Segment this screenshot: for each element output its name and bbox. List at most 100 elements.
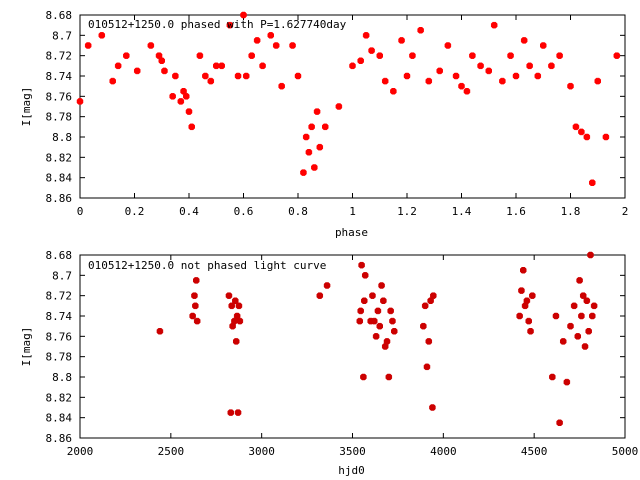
data-point xyxy=(289,42,296,49)
data-point xyxy=(376,52,383,59)
data-point xyxy=(156,328,164,335)
data-point xyxy=(409,52,416,59)
x-tick-label: 0 xyxy=(77,205,84,218)
data-point xyxy=(463,88,471,95)
data-point xyxy=(278,82,285,90)
data-point xyxy=(570,302,578,310)
data-point xyxy=(234,409,242,416)
data-point xyxy=(349,62,356,70)
x-tick-label: 1.2 xyxy=(397,205,417,218)
data-point xyxy=(193,277,200,284)
data-point xyxy=(185,108,193,115)
y-tick-label: 8.68 xyxy=(46,9,73,22)
data-point xyxy=(578,128,585,136)
data-point xyxy=(192,302,199,310)
data-point xyxy=(158,57,165,64)
data-point xyxy=(578,312,585,320)
data-point xyxy=(372,333,380,340)
x-tick-label: 5000 xyxy=(612,445,639,458)
data-point xyxy=(316,143,324,151)
data-point xyxy=(361,272,369,279)
data-point xyxy=(227,409,235,416)
x-tick-label: 0.4 xyxy=(179,205,199,218)
data-point xyxy=(361,297,368,304)
x-tick-label: 1.4 xyxy=(452,205,472,218)
data-point xyxy=(507,52,514,59)
y-tick-label: 8.82 xyxy=(46,391,73,404)
data-point xyxy=(520,267,527,274)
data-point xyxy=(529,292,536,299)
y-tick-label: 8.78 xyxy=(46,111,73,124)
data-point xyxy=(267,32,274,39)
data-point xyxy=(374,307,382,315)
data-point xyxy=(576,277,583,284)
y-tick-label: 8.68 xyxy=(46,249,73,262)
data-point xyxy=(579,292,587,299)
data-point xyxy=(590,302,598,310)
data-point xyxy=(226,21,234,29)
data-point xyxy=(423,363,431,371)
y-tick-label: 8.8 xyxy=(52,131,72,144)
data-point xyxy=(305,149,313,156)
y-tick-label: 8.84 xyxy=(46,172,73,185)
x-tick-label: 4500 xyxy=(521,445,548,458)
data-point xyxy=(583,297,591,304)
data-point xyxy=(213,62,220,70)
data-point xyxy=(525,317,532,325)
data-point xyxy=(534,72,542,80)
data-point xyxy=(308,123,315,131)
x-tick-label: 4000 xyxy=(430,445,457,458)
data-point xyxy=(581,343,589,350)
data-point xyxy=(357,57,364,64)
data-point xyxy=(155,52,163,59)
data-point xyxy=(385,373,393,381)
data-point xyxy=(233,312,241,320)
data-point xyxy=(248,52,255,59)
data-point xyxy=(335,103,343,110)
data-point xyxy=(430,292,437,299)
data-point xyxy=(458,82,465,90)
y-tick-label: 8.7 xyxy=(52,29,72,42)
y-axis-label: I[mag] xyxy=(20,327,33,367)
data-point xyxy=(556,419,563,426)
y-tick-label: 8.78 xyxy=(46,351,73,364)
x-tick-label: 1.8 xyxy=(561,205,581,218)
data-point xyxy=(425,338,433,345)
data-point xyxy=(540,42,547,49)
data-point xyxy=(109,77,116,85)
y-tick-label: 8.8 xyxy=(52,371,72,384)
data-point xyxy=(452,72,460,80)
data-point xyxy=(523,297,531,304)
data-point xyxy=(469,52,476,59)
data-point xyxy=(313,108,321,115)
data-point xyxy=(420,322,427,330)
data-point xyxy=(477,62,484,70)
data-point xyxy=(387,307,394,315)
data-point xyxy=(228,302,235,310)
data-point xyxy=(587,251,594,259)
data-point xyxy=(391,328,398,335)
data-point xyxy=(516,312,523,320)
data-point xyxy=(114,62,122,70)
data-point xyxy=(559,338,567,345)
data-point xyxy=(444,42,452,49)
data-point xyxy=(177,98,185,105)
y-tick-label: 8.86 xyxy=(46,192,73,205)
data-point xyxy=(240,11,247,19)
y-tick-label: 8.84 xyxy=(46,412,73,425)
data-point xyxy=(259,62,266,70)
data-point xyxy=(585,328,592,335)
data-point xyxy=(357,307,364,315)
data-point xyxy=(613,52,621,59)
x-axis-label: phase xyxy=(335,226,368,239)
data-point xyxy=(381,77,389,85)
data-point xyxy=(188,123,195,131)
data-point xyxy=(368,47,375,54)
y-axis-label: I[mag] xyxy=(20,87,33,127)
data-point xyxy=(322,123,329,131)
data-point xyxy=(499,77,506,85)
data-point xyxy=(380,297,387,304)
data-point xyxy=(235,302,243,310)
data-point xyxy=(191,292,198,299)
data-point xyxy=(425,77,433,85)
